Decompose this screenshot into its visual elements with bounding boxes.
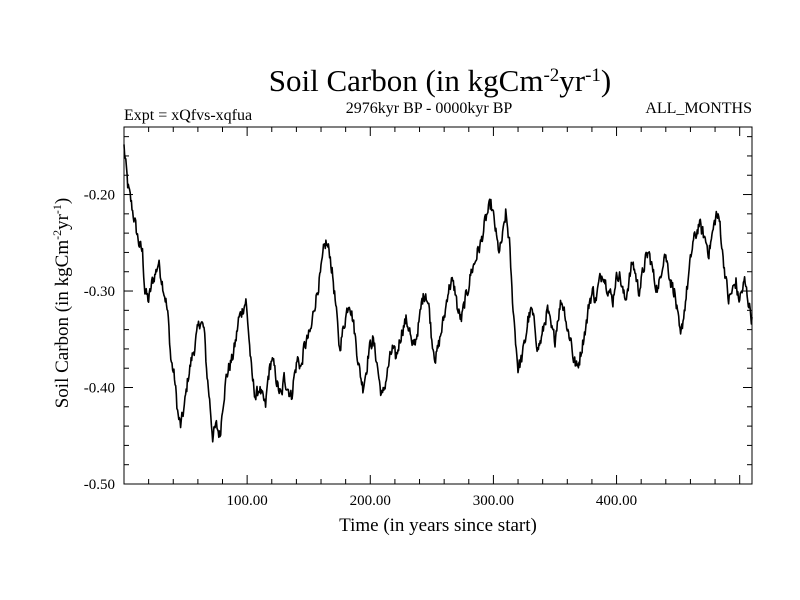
x-tick-label: 400.00 xyxy=(596,493,637,509)
y-tick-label: -0.30 xyxy=(84,284,115,300)
plot-frame xyxy=(123,126,753,485)
y-label-sup1: -2 xyxy=(50,230,64,240)
y-tick-label: -0.40 xyxy=(84,381,115,397)
y-label-main: Soil Carbon (in kgCm xyxy=(52,240,73,409)
chart-title-sup2: -1 xyxy=(585,65,601,86)
x-axis-label: Time (in years since start) xyxy=(339,515,537,536)
chart-title: Soil Carbon (in kgCm-2yr-1) xyxy=(269,63,612,98)
y-tick-label: -0.20 xyxy=(84,188,115,204)
subtitle-right: ALL_MONTHS xyxy=(645,100,752,117)
y-label-mid: yr xyxy=(52,213,73,230)
x-tick-label: 200.00 xyxy=(350,493,391,509)
y-tick-label: -0.50 xyxy=(84,477,115,493)
x-tick-label: 300.00 xyxy=(473,493,514,509)
x-tick-label: 100.00 xyxy=(227,493,268,509)
y-axis-label: Soil Carbon (in kgCm-2yr-1) xyxy=(50,198,73,409)
chart-title-end: ) xyxy=(601,63,611,98)
chart-title-mid: yr xyxy=(559,63,586,98)
axis-ticks: 100.00 200.00 300.00 400.00 -0.50 -0.40 -0.30 -… xyxy=(84,127,752,509)
y-label-end: ) xyxy=(52,198,73,204)
chart-title-sup1: -2 xyxy=(543,65,559,86)
subtitle-center: 2976kyr BP - 0000kyr BP xyxy=(346,100,513,117)
subtitle-left: Expt = xQfvs-xqfua xyxy=(124,107,252,124)
soil-carbon-line xyxy=(123,144,753,443)
chart-title-main: Soil Carbon (in kgCm xyxy=(269,63,544,98)
y-label-sup2: -1 xyxy=(50,204,64,214)
